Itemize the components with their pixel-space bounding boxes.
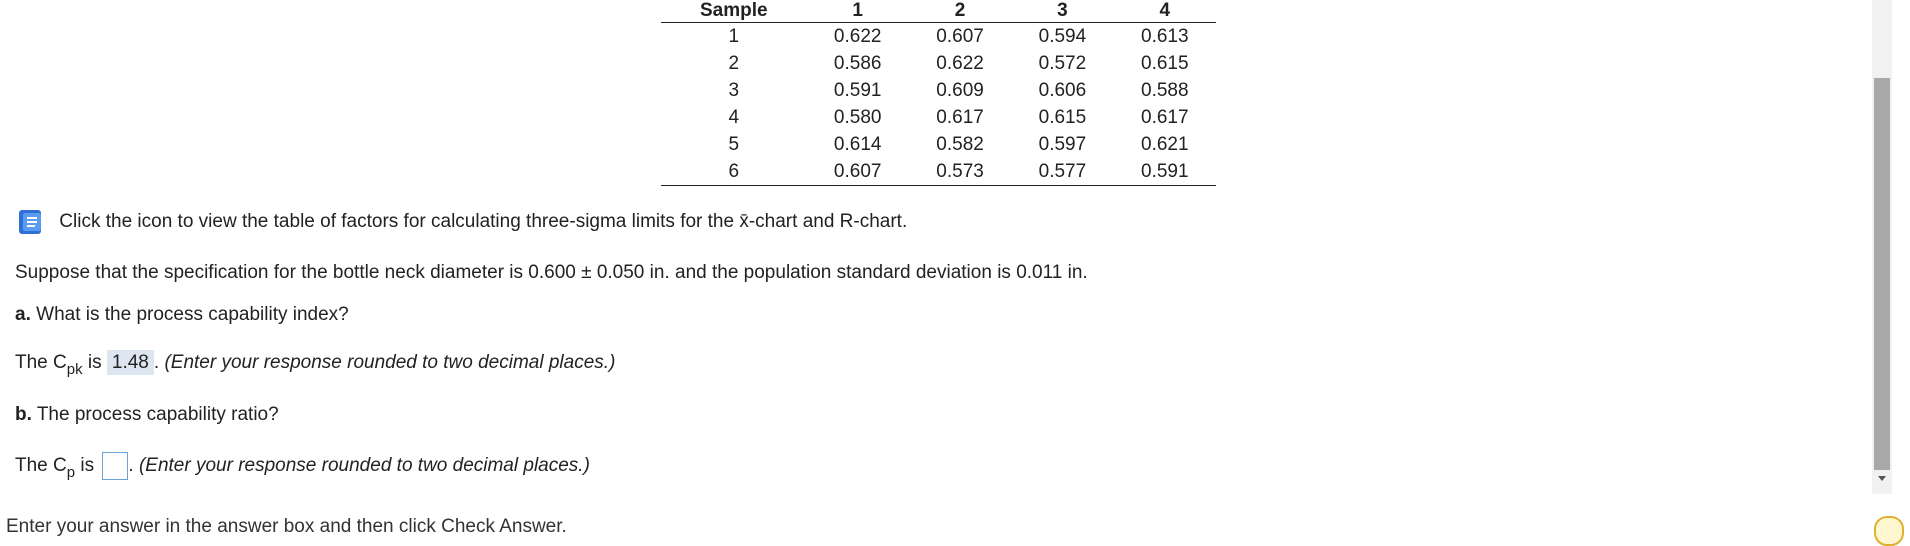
specification: Suppose that the specification for the b… (15, 262, 1088, 283)
separator: . (153, 352, 160, 373)
header-cell: 2 (908, 0, 1012, 23)
label: a. (15, 304, 31, 325)
table-body: 1 0.622 0.607 0.594 0.613 2 0.586 0.622 0.572 0.6… (661, 23, 1216, 186)
header-cell: 3 (1011, 0, 1114, 23)
table-row: 6 0.607 0.573 0.577 0.591 (661, 158, 1216, 186)
answer-input[interactable] (102, 452, 129, 480)
answer-a: The Cpk is 1.48. (Enter your response ro… (15, 350, 616, 378)
table-cell: 0.615 (1141, 52, 1189, 74)
table-cell: 0.617 (1141, 106, 1189, 128)
question-b: b. The process capability ratio? (15, 404, 279, 426)
data-table: Sample 1 2 3 4 1 0.622 0.607 0.594 0.613 2 0.586 0.6… (661, 0, 1216, 186)
header-cell: 4 (1113, 0, 1216, 23)
table-cell: 0.621 (1141, 133, 1189, 155)
table-cell: 0.591 (833, 79, 882, 101)
table-cell: 0.613 (1141, 25, 1189, 47)
scroll-thumb[interactable] (1874, 78, 1890, 470)
middle: is (87, 352, 102, 373)
table-cell: 0.622 (936, 52, 984, 74)
table-cell: 0.607 (936, 25, 984, 47)
table-cell: 0.577 (1011, 158, 1114, 186)
table-cell: 5 (728, 133, 740, 155)
table-cell: 0.573 (908, 158, 1012, 186)
subscript: p (66, 464, 76, 482)
help-button[interactable] (1874, 516, 1904, 546)
table-cell: 0.617 (936, 106, 984, 128)
table-cell: 0.572 (1038, 52, 1087, 74)
table-cell: 0.614 (833, 133, 882, 155)
info-text: Click the icon to view the table of fact… (59, 211, 908, 233)
table-row: 1 0.622 0.607 0.594 0.613 (661, 23, 1216, 51)
header-cell: 1 (806, 0, 909, 23)
table-cell: 0.591 (1113, 158, 1216, 186)
table-cell: 0.606 (1038, 79, 1087, 101)
table-cell: 0.622 (833, 25, 882, 47)
answer-box[interactable]: 1.48 (106, 350, 154, 375)
footer: Enter your answer in the answer box and … (6, 516, 567, 537)
header-cell: Sample (661, 0, 807, 23)
prefix: The C (15, 455, 67, 477)
prefix: The C (15, 352, 67, 373)
table-cell: 0.580 (833, 106, 882, 128)
page: Sample 1 2 3 4 1 0.622 0.607 0.594 0.613 2 0.586 0.6… (6, 0, 1904, 546)
hint: (Enter your response rounded to two deci… (164, 352, 616, 373)
label: b. (15, 404, 32, 425)
scrollbar[interactable] (1872, 0, 1892, 494)
question-a: a. What is the process capability index? (15, 304, 349, 326)
table-row: 2 0.586 0.622 0.572 0.615 (661, 50, 1216, 77)
table-cell: 0.607 (806, 158, 909, 186)
table-row: 5 0.614 0.582 0.597 0.621 (661, 131, 1216, 158)
header-row: Sample 1 2 3 4 (661, 0, 1216, 23)
table-cell: 0.597 (1038, 133, 1087, 155)
book-icon[interactable] (16, 207, 46, 237)
table-cell: 1 (728, 25, 740, 47)
table-cell: 4 (728, 106, 740, 128)
table-cell: 0.615 (1038, 106, 1087, 128)
table-cell: 0.609 (936, 79, 984, 101)
separator: . (128, 455, 134, 477)
scroll-down[interactable] (1876, 474, 1888, 484)
table-cell: 2 (728, 52, 740, 74)
subscript: pk (66, 361, 83, 378)
table-row: 3 0.591 0.609 0.606 0.588 (661, 77, 1216, 104)
question-text: The process capability ratio? (36, 404, 279, 425)
hint: (Enter your response rounded to two deci… (138, 455, 590, 477)
question-text: What is the process capability index? (36, 304, 349, 325)
table-cell: 0.586 (833, 52, 882, 74)
table-cell: 0.594 (1038, 25, 1087, 47)
table-cell: 0.582 (936, 133, 984, 155)
table-cell: 6 (661, 158, 807, 186)
middle: is (80, 455, 95, 477)
table-row: 4 0.580 0.617 0.615 0.617 (661, 104, 1216, 131)
answer-b: The Cp is . (Enter your response rounded… (15, 452, 590, 481)
table-cell: 0.588 (1141, 79, 1189, 101)
table-cell: 3 (728, 79, 740, 101)
info-row: Click the icon to view the table of fact… (16, 207, 907, 237)
